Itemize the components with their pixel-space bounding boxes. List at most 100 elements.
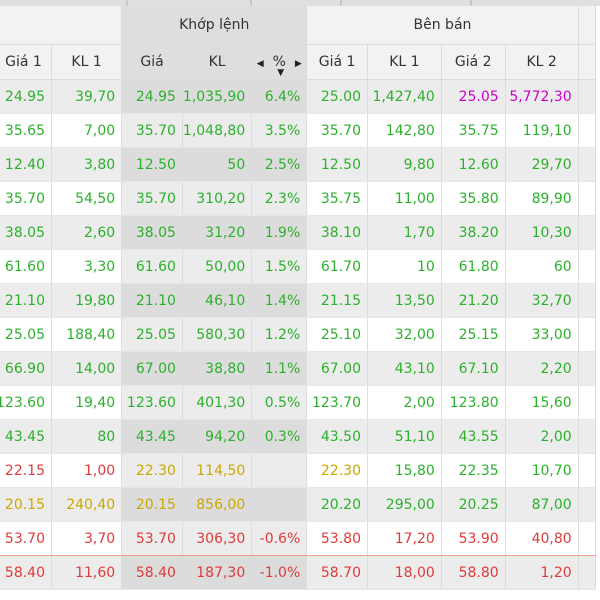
cell-next	[578, 555, 597, 590]
cell-sell-vol-2: 5,772,30	[505, 79, 579, 114]
cell-buy-vol-1: 3,30	[51, 249, 123, 284]
cell-sell-price-2: 58.80	[441, 555, 506, 590]
col-match-vol[interactable]: KL	[182, 44, 253, 80]
table-row[interactable]: 58.40 11,60 58.40 187,30 -1.0% 58.70 18,00 58.8…	[0, 555, 597, 590]
cell-match-vol: 94,20	[182, 419, 253, 454]
col-change-pct[interactable]: ◀ % ▶ ▼	[251, 44, 308, 80]
cell-next	[578, 385, 597, 420]
table-row[interactable]: 24.95 39,70 24.95 1,035,90 6.4% 25.00 1,427,40…	[0, 79, 597, 114]
cell-sell-price-1: 61.70	[306, 249, 368, 284]
cell-sell-price-1: 22.30	[306, 453, 368, 488]
col-sell-vol-2[interactable]: KL 2	[505, 44, 579, 80]
cell-sell-price-2: 12.60	[441, 147, 506, 182]
col-sell-price-2[interactable]: Giá 2	[441, 44, 506, 80]
cell-match-price: 24.95	[121, 79, 183, 114]
cell-sell-price-1: 123.70	[306, 385, 368, 420]
cell-match-price: 43.45	[121, 419, 183, 454]
cell-buy-vol-1: 80	[51, 419, 123, 454]
cell-next	[578, 79, 597, 114]
table-row[interactable]: 43.45 80 43.45 94,20 0.3% 43.50 51,10 43.55 2,00	[0, 419, 597, 454]
cell-match-vol: 114,50	[182, 453, 253, 488]
cell-next	[578, 317, 597, 352]
cell-sell-price-2: 35.75	[441, 113, 506, 148]
cell-change-pct: 2.3%	[251, 181, 308, 216]
table-row[interactable]: 61.60 3,30 61.60 50,00 1.5% 61.70 10 61.80 60	[0, 249, 597, 284]
cell-buy-price-1: 12.40	[0, 147, 52, 182]
table-row[interactable]: 20.15 240,40 20.15 856,00 20.20 295,00 20.25 87…	[0, 487, 597, 522]
cell-next	[578, 351, 597, 386]
cell-sell-price-2: 21.20	[441, 283, 506, 318]
cell-buy-price-1: 24.95	[0, 79, 52, 114]
cell-sell-vol-1: 142,80	[367, 113, 442, 148]
table-row[interactable]: 123.60 19,40 123.60 401,30 0.5% 123.70 2,00 123…	[0, 385, 597, 420]
col-match-price[interactable]: Giá	[121, 44, 183, 80]
cell-sell-price-1: 12.50	[306, 147, 368, 182]
cell-buy-price-1: 66.90	[0, 351, 52, 386]
col-sell-price-1[interactable]: Giá 1	[306, 44, 368, 80]
table-row[interactable]: 12.40 3,80 12.50 50 2.5% 12.50 9,80 12.60 29,70	[0, 147, 597, 182]
cell-sell-vol-2: 33,00	[505, 317, 579, 352]
caret-right-icon[interactable]: ▶	[294, 59, 302, 69]
quote-rows: 24.95 39,70 24.95 1,035,90 6.4% 25.00 1,427,40…	[0, 79, 597, 590]
cell-sell-price-1: 43.50	[306, 419, 368, 454]
cell-sell-price-1: 21.15	[306, 283, 368, 318]
cell-change-pct: -1.0%	[251, 555, 308, 590]
cell-next	[578, 419, 597, 454]
table-row[interactable]: 35.65 7,00 35.70 1,048,80 3.5% 35.70 142,80 35.…	[0, 113, 597, 148]
cell-match-price: 25.05	[121, 317, 183, 352]
buy-side-group-header	[0, 6, 123, 45]
cell-match-vol: 50,00	[182, 249, 253, 284]
caret-left-icon[interactable]: ◀	[256, 59, 264, 69]
cell-buy-vol-1: 7,00	[51, 113, 123, 148]
khop-lenh-header: Khớp lệnh	[121, 6, 308, 45]
cell-sell-vol-1: 51,10	[367, 419, 442, 454]
cell-sell-price-2: 20.25	[441, 487, 506, 522]
cell-match-price: 58.40	[121, 555, 183, 590]
cell-sell-price-2: 123.80	[441, 385, 506, 420]
cell-change-pct: 1.1%	[251, 351, 308, 386]
table-row[interactable]: 66.90 14,00 67.00 38,80 1.1% 67.00 43,10 67.10 2…	[0, 351, 597, 386]
cell-sell-vol-1: 15,80	[367, 453, 442, 488]
group-header-row: Khớp lệnh Bên bán	[0, 6, 597, 45]
cell-change-pct: 6.4%	[251, 79, 308, 114]
cell-buy-vol-1: 188,40	[51, 317, 123, 352]
cell-sell-price-1: 25.10	[306, 317, 368, 352]
cell-sell-vol-2: 2,20	[505, 351, 579, 386]
col-buy-price-1[interactable]: Giá 1	[0, 44, 52, 80]
cell-change-pct: 0.5%	[251, 385, 308, 420]
col-buy-vol-1[interactable]: KL 1	[51, 44, 123, 80]
cell-match-price: 20.15	[121, 487, 183, 522]
cell-match-vol: 580,30	[182, 317, 253, 352]
cell-match-price: 21.10	[121, 283, 183, 318]
cell-buy-vol-1: 14,00	[51, 351, 123, 386]
cell-sell-price-2: 22.35	[441, 453, 506, 488]
cell-buy-vol-1: 19,40	[51, 385, 123, 420]
cell-buy-price-1: 53.70	[0, 521, 52, 556]
sort-down-icon: ▼	[277, 68, 285, 78]
cell-match-vol: 46,10	[182, 283, 253, 318]
cell-buy-price-1: 61.60	[0, 249, 52, 284]
cell-sell-vol-1: 11,00	[367, 181, 442, 216]
cell-sell-vol-1: 295,00	[367, 487, 442, 522]
next-group-header	[578, 6, 597, 45]
col-sell-vol-1[interactable]: KL 1	[367, 44, 442, 80]
top-tab-strip	[0, 0, 600, 6]
col-change-pct-label: %	[272, 54, 286, 70]
cell-match-price: 38.05	[121, 215, 183, 250]
cell-sell-vol-2: 29,70	[505, 147, 579, 182]
cell-next	[578, 453, 597, 488]
cell-buy-vol-1: 1,00	[51, 453, 123, 488]
table-row[interactable]: 21.10 19,80 21.10 46,10 1.4% 21.15 13,50 21.20 3…	[0, 283, 597, 318]
cell-buy-price-1: 38.05	[0, 215, 52, 250]
cell-buy-vol-1: 3,70	[51, 521, 123, 556]
cell-match-vol: 1,048,80	[182, 113, 253, 148]
table-row[interactable]: 22.15 1,00 22.30 114,50 22.30 15,80 22.35 10,70	[0, 453, 597, 488]
cell-sell-price-1: 35.75	[306, 181, 368, 216]
cell-change-pct	[251, 453, 308, 488]
cell-match-vol: 310,20	[182, 181, 253, 216]
table-row[interactable]: 35.70 54,50 35.70 310,20 2.3% 35.75 11,00 35.80…	[0, 181, 597, 216]
table-row[interactable]: 38.05 2,60 38.05 31,20 1.9% 38.10 1,70 38.20 10,…	[0, 215, 597, 250]
cell-match-price: 67.00	[121, 351, 183, 386]
table-row[interactable]: 53.70 3,70 53.70 306,30 -0.6% 53.80 17,20 53.90…	[0, 521, 597, 556]
table-row[interactable]: 25.05 188,40 25.05 580,30 1.2% 25.10 32,00 25.1…	[0, 317, 597, 352]
